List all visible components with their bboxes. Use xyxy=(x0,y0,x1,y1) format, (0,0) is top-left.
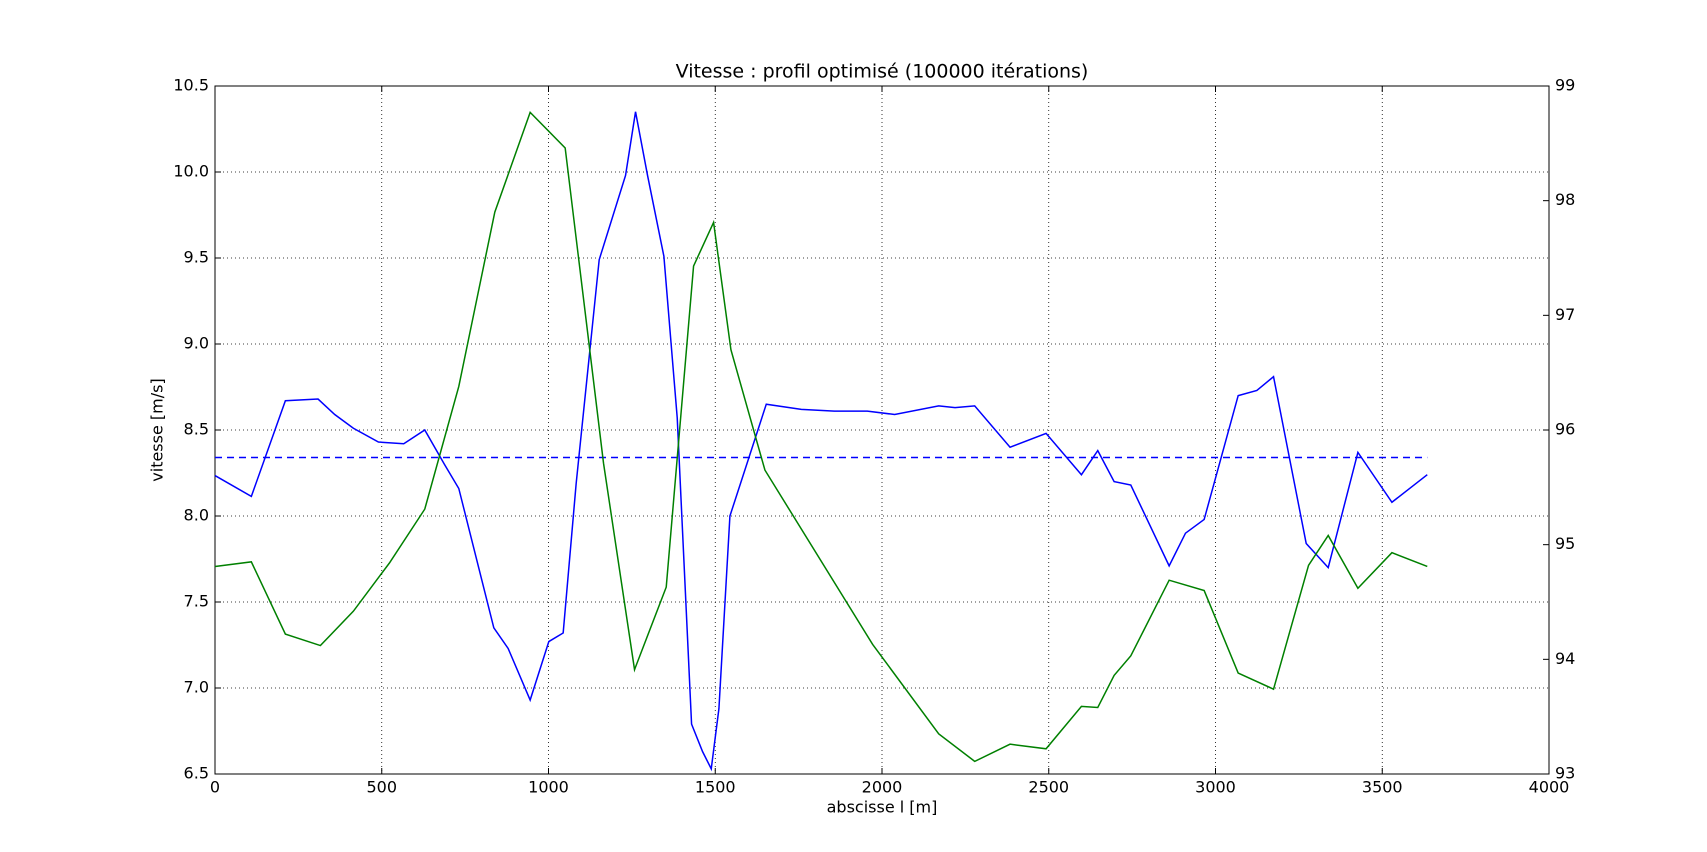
y-tick-label: 7.0 xyxy=(184,678,209,697)
y-tick-label: 10.5 xyxy=(173,76,209,95)
y-axis-label: vitesse [m/s] xyxy=(148,378,167,481)
x-tick-label: 500 xyxy=(366,778,397,797)
y2-tick-label: 95 xyxy=(1555,534,1575,553)
data-line xyxy=(214,111,1428,772)
x-axis-label: abscisse l [m] xyxy=(827,798,938,817)
chart-title: Vitesse : profil optimisé (100000 itérat… xyxy=(676,61,1089,83)
x-tick-label: 3000 xyxy=(1195,778,1236,797)
y-tick-label: 6.5 xyxy=(184,764,209,783)
y-tick-label: 8.0 xyxy=(184,506,209,525)
x-tick-label: 1000 xyxy=(528,778,569,797)
x-tick-label: 1500 xyxy=(695,778,736,797)
y-tick-label: 7.5 xyxy=(184,592,209,611)
y2-tick-label: 97 xyxy=(1555,305,1575,324)
y-tick-label: 10.0 xyxy=(173,162,209,181)
y2-tick-label: 94 xyxy=(1555,649,1575,668)
y2-tick-label: 96 xyxy=(1555,420,1575,439)
x-tick-label: 4000 xyxy=(1529,778,1570,797)
y-tick-label: 8.5 xyxy=(184,420,209,439)
y2-tick-label: 93 xyxy=(1555,764,1575,783)
x-tick-label: 3500 xyxy=(1362,778,1403,797)
x-tick-label: 2000 xyxy=(862,778,903,797)
y-tick-label: 9.5 xyxy=(184,248,209,267)
y-tick-label: 9.0 xyxy=(184,334,209,353)
y2-tick-label: 99 xyxy=(1555,76,1575,95)
data-line xyxy=(214,110,1428,763)
y2-tick-label: 98 xyxy=(1555,190,1575,209)
x-tick-label: 0 xyxy=(210,778,220,797)
x-tick-label: 2500 xyxy=(1028,778,1069,797)
